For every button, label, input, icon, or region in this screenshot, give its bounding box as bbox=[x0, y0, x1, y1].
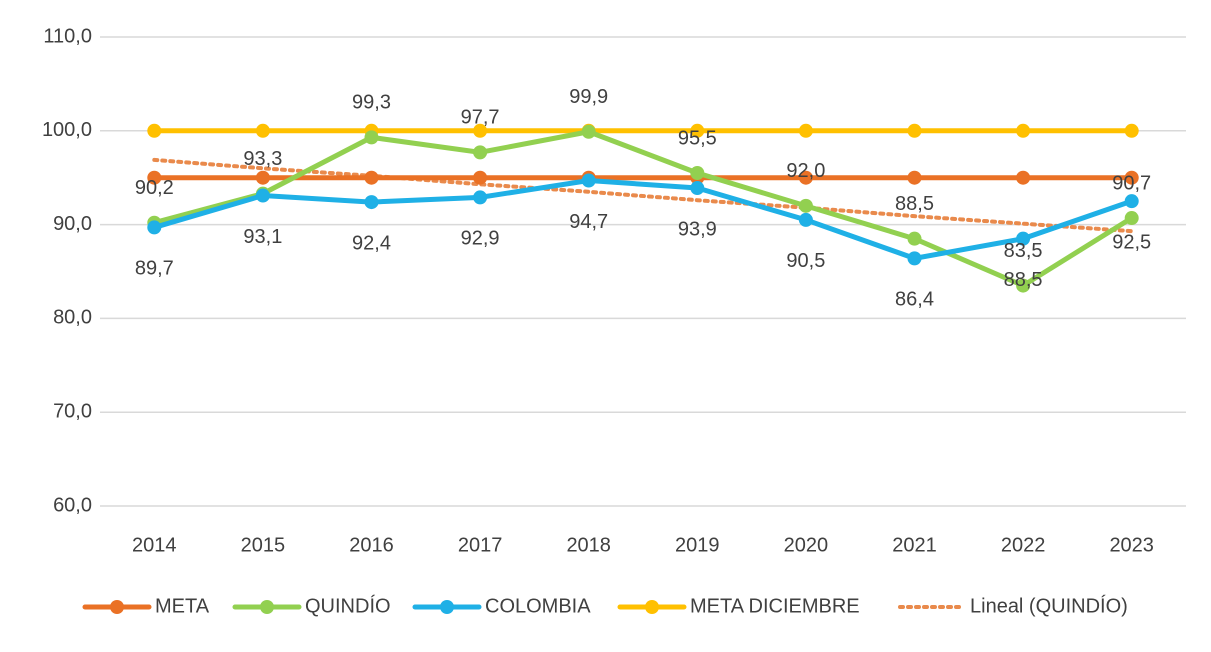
data-label: 95,5 bbox=[678, 127, 717, 149]
x-tick-label: 2016 bbox=[349, 534, 394, 556]
y-tick-label: 110,0 bbox=[43, 25, 92, 47]
data-label: 93,3 bbox=[243, 148, 282, 170]
series-marker bbox=[1124, 194, 1139, 209]
data-label: 93,9 bbox=[678, 218, 717, 240]
x-tick-label: 2022 bbox=[1001, 534, 1046, 556]
series-marker bbox=[907, 170, 922, 185]
data-label: 90,5 bbox=[786, 250, 825, 272]
legend-label: META DICIEMBRE bbox=[690, 595, 860, 617]
x-tick-label: 2018 bbox=[566, 534, 611, 556]
series-marker bbox=[581, 124, 596, 139]
series-line bbox=[152, 157, 1134, 234]
data-label: 99,3 bbox=[352, 92, 391, 114]
series-marker bbox=[1016, 170, 1031, 185]
data-label: 92,4 bbox=[352, 232, 391, 254]
series-marker bbox=[1016, 278, 1031, 293]
data-label: 92,0 bbox=[786, 160, 825, 182]
x-tick-label: 2023 bbox=[1109, 534, 1154, 556]
legend-marker bbox=[645, 600, 659, 614]
series-marker bbox=[255, 188, 270, 203]
series-marker bbox=[907, 231, 922, 246]
series-marker bbox=[1016, 231, 1031, 246]
series-marker bbox=[473, 123, 488, 138]
series-marker bbox=[798, 170, 813, 185]
y-tick-label: 100,0 bbox=[42, 119, 92, 141]
legend-label: QUINDÍO bbox=[305, 594, 391, 617]
series-marker bbox=[147, 123, 162, 138]
legend-label: COLOMBIA bbox=[485, 595, 591, 617]
y-tick-label: 60,0 bbox=[53, 494, 92, 516]
series-line bbox=[151, 129, 1135, 289]
data-label: 89,7 bbox=[135, 258, 174, 280]
series-marker bbox=[1016, 123, 1031, 138]
series-marker bbox=[255, 170, 270, 185]
series-marker bbox=[1124, 123, 1139, 138]
series-marker bbox=[690, 166, 705, 181]
data-label: 94,7 bbox=[569, 211, 608, 233]
data-label: 86,4 bbox=[895, 289, 934, 311]
legend-label: META bbox=[155, 595, 210, 617]
data-label: 93,1 bbox=[243, 226, 282, 248]
data-label: 83,5 bbox=[1004, 240, 1043, 262]
series-marker bbox=[798, 123, 813, 138]
data-label: 97,7 bbox=[461, 107, 500, 129]
series-marker bbox=[581, 173, 596, 188]
series-marker bbox=[907, 123, 922, 138]
series-marker bbox=[907, 251, 922, 266]
x-tick-label: 2015 bbox=[241, 534, 286, 556]
y-tick-label: 90,0 bbox=[53, 213, 92, 235]
series-marker bbox=[364, 195, 379, 210]
x-tick-label: 2019 bbox=[675, 534, 720, 556]
data-label: 88,5 bbox=[1004, 269, 1043, 291]
series-marker bbox=[364, 130, 379, 145]
series-marker bbox=[1124, 170, 1139, 185]
series-marker bbox=[798, 212, 813, 227]
series-marker bbox=[690, 181, 705, 196]
series-marker bbox=[1124, 211, 1139, 226]
y-tick-label: 80,0 bbox=[53, 307, 92, 329]
data-label: 99,9 bbox=[569, 86, 608, 108]
series-marker bbox=[473, 145, 488, 160]
series-marker bbox=[147, 220, 162, 235]
legend-label: Lineal (QUINDÍO) bbox=[970, 594, 1128, 617]
series-marker bbox=[473, 190, 488, 205]
x-tick-label: 2014 bbox=[132, 534, 177, 556]
y-tick-label: 70,0 bbox=[53, 400, 92, 422]
series-marker bbox=[473, 170, 488, 185]
series-marker bbox=[364, 170, 379, 185]
data-label: 92,5 bbox=[1112, 231, 1151, 253]
legend-marker bbox=[260, 600, 274, 614]
x-tick-label: 2017 bbox=[458, 534, 503, 556]
legend-marker bbox=[110, 600, 124, 614]
x-tick-label: 2020 bbox=[784, 534, 829, 556]
legend-marker bbox=[440, 600, 454, 614]
data-label: 90,2 bbox=[135, 177, 174, 199]
x-tick-label: 2021 bbox=[892, 534, 937, 556]
data-label: 88,5 bbox=[895, 193, 934, 215]
series-marker bbox=[147, 170, 162, 185]
series-marker bbox=[690, 123, 705, 138]
series-marker bbox=[255, 123, 270, 138]
data-label: 90,7 bbox=[1112, 172, 1151, 194]
data-label: 92,9 bbox=[461, 228, 500, 250]
series-marker bbox=[798, 198, 813, 213]
series-line bbox=[151, 178, 1135, 261]
